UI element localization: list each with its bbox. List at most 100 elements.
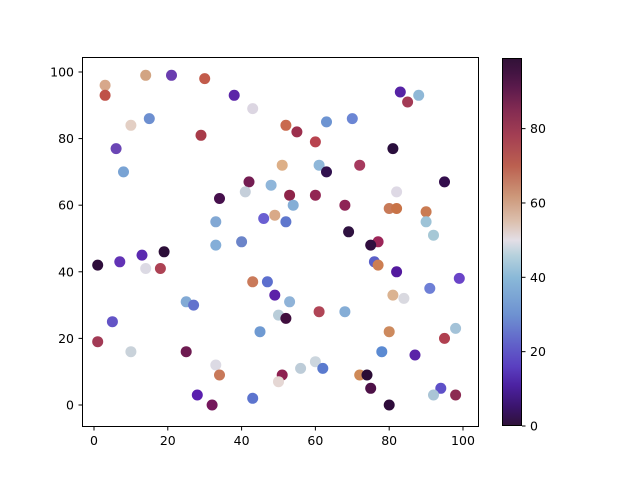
scatter-point bbox=[291, 126, 303, 138]
scatter-point bbox=[236, 236, 248, 248]
scatter-point bbox=[354, 159, 366, 171]
scatter-point bbox=[254, 326, 266, 338]
scatter-point bbox=[372, 259, 384, 271]
scatter-point bbox=[453, 272, 465, 284]
scatter-point bbox=[295, 362, 307, 374]
y-tick-label: 60 bbox=[58, 198, 74, 213]
scatter-point bbox=[428, 389, 439, 401]
x-tick-label: 80 bbox=[381, 433, 397, 448]
scatter-point bbox=[280, 119, 292, 131]
scatter-point bbox=[140, 263, 152, 274]
scatter-point bbox=[210, 216, 222, 228]
scatter-point bbox=[195, 129, 207, 141]
scatter-point bbox=[313, 159, 325, 171]
scatter-point bbox=[140, 69, 152, 81]
scatter-point bbox=[450, 322, 462, 334]
scatter-point bbox=[247, 103, 259, 115]
scatter-point bbox=[243, 176, 255, 188]
scatter-point bbox=[420, 216, 432, 228]
y-tick-label: 20 bbox=[58, 331, 74, 346]
y-tick-label: 40 bbox=[58, 264, 74, 279]
scatter-point bbox=[154, 263, 166, 274]
scatter-point bbox=[439, 332, 450, 344]
x-tick-label: 60 bbox=[307, 433, 323, 448]
scatter-point bbox=[110, 143, 122, 155]
scatter-point bbox=[92, 336, 104, 348]
scatter-point bbox=[339, 199, 351, 211]
x-tick-label: 0 bbox=[90, 433, 98, 448]
scatter-point bbox=[420, 206, 432, 218]
scatter-point bbox=[199, 73, 211, 85]
scatter-point bbox=[391, 186, 403, 198]
scatter-point bbox=[136, 249, 148, 261]
scatter-point bbox=[191, 389, 203, 401]
scatter-point bbox=[284, 189, 296, 201]
scatter-point bbox=[435, 382, 447, 394]
scatter-point bbox=[280, 312, 292, 324]
scatter-point bbox=[261, 276, 273, 288]
scatter-point bbox=[428, 229, 439, 241]
colorbar-tick-label: 60 bbox=[530, 195, 546, 210]
scatter-point bbox=[321, 116, 332, 128]
x-tick-label: 40 bbox=[234, 433, 250, 448]
scatter-point bbox=[402, 96, 414, 108]
scatter-point bbox=[206, 399, 218, 411]
scatter-point bbox=[387, 289, 399, 301]
scatter-point bbox=[284, 296, 296, 308]
scatter-point bbox=[383, 326, 395, 338]
scatter-point bbox=[413, 89, 425, 101]
scatter-point bbox=[180, 346, 192, 358]
scatter-point bbox=[391, 203, 403, 214]
scatter-point bbox=[346, 113, 358, 125]
scatter-point bbox=[143, 113, 155, 125]
scatter-point bbox=[210, 239, 222, 251]
scatter-point bbox=[265, 179, 277, 191]
scatter-point bbox=[258, 213, 270, 224]
scatter-point bbox=[280, 216, 292, 228]
scatter-point bbox=[269, 209, 281, 221]
scatter-point bbox=[313, 306, 325, 318]
scatter-point bbox=[247, 392, 259, 404]
scatter-point bbox=[269, 289, 281, 301]
x-tick-label: 100 bbox=[451, 433, 475, 448]
scatter-point bbox=[276, 159, 288, 171]
scatter-point bbox=[450, 389, 462, 401]
scatter-point bbox=[309, 189, 321, 201]
scatter-point bbox=[99, 79, 111, 91]
scatter-point bbox=[188, 299, 200, 311]
scatter-point bbox=[376, 346, 388, 358]
scatter-point bbox=[424, 282, 436, 294]
axes-frame bbox=[82, 57, 479, 427]
scatter-point bbox=[321, 166, 332, 178]
scatter-point bbox=[125, 119, 137, 131]
scatter-point bbox=[247, 276, 259, 288]
scatter-point bbox=[309, 136, 321, 148]
scatter-point bbox=[114, 256, 126, 268]
scatter-point bbox=[118, 166, 129, 178]
scatter-point bbox=[228, 89, 240, 101]
scatter-point bbox=[365, 239, 377, 251]
colorbar bbox=[502, 58, 522, 426]
scatter-point bbox=[343, 226, 355, 238]
scatter-point bbox=[365, 382, 377, 394]
scatter-point bbox=[339, 306, 351, 318]
colorbar-tick-label: 0 bbox=[530, 419, 538, 434]
scatter-point bbox=[309, 356, 321, 368]
scatter-point bbox=[92, 259, 104, 271]
scatter-point bbox=[166, 69, 177, 81]
y-tick-label: 100 bbox=[50, 64, 74, 79]
scatter-point bbox=[125, 346, 137, 358]
colorbar-tick-label: 80 bbox=[530, 121, 546, 136]
scatter-point bbox=[398, 292, 410, 304]
y-tick-label: 0 bbox=[66, 397, 74, 412]
scatter-point bbox=[214, 193, 225, 204]
scatter-point bbox=[409, 349, 421, 361]
scatter-point bbox=[391, 266, 403, 278]
scatter-point bbox=[273, 376, 284, 388]
scatter-point bbox=[239, 186, 251, 198]
scatter-point bbox=[361, 369, 373, 381]
scatter-point bbox=[383, 399, 395, 411]
scatter-point bbox=[158, 246, 170, 258]
